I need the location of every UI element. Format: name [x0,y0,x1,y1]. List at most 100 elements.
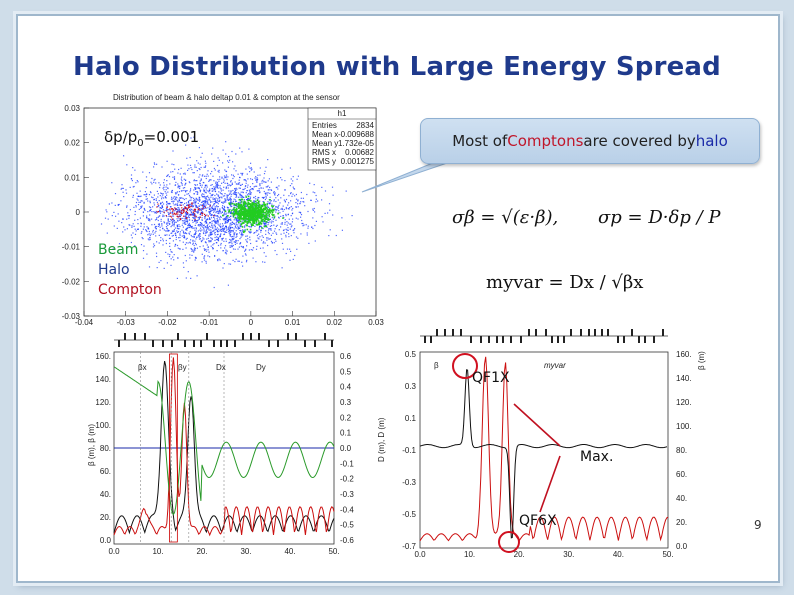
halo-point [182,197,184,200]
halo-point [292,212,294,214]
halo-point [123,226,125,228]
halo-point [208,251,210,253]
halo-point [193,248,195,250]
right-y-tick: 0.3 [405,382,417,391]
halo-point [317,200,319,202]
svg-text:0.00682: 0.00682 [345,148,374,157]
halo-point [209,213,211,215]
halo-point [204,249,206,251]
halo-point [292,229,294,232]
halo-point [100,223,103,225]
halo-point [190,137,192,139]
halo-point [204,197,206,199]
halo-point [239,184,242,186]
halo-point [197,202,199,204]
halo-point [232,177,234,180]
halo-point [296,178,298,180]
halo-point [165,207,168,210]
halo-point [127,215,129,217]
halo-point [193,233,195,236]
halo-point [313,207,315,210]
halo-point [213,204,215,206]
halo-point [215,185,217,187]
halo-point [174,227,176,229]
halo-point [300,212,302,214]
halo-point [218,210,221,212]
halo-point [106,232,108,234]
halo-point [237,226,239,228]
halo-point [220,188,222,190]
halo-point [216,183,219,185]
halo-point [189,242,191,244]
halo-point [225,216,227,219]
beam-point [243,220,246,223]
halo-point [153,199,155,201]
halo-point [181,176,183,178]
halo-point [197,219,199,221]
halo-point [180,213,182,215]
halo-point [162,203,165,205]
halo-point [269,201,271,203]
halo-point [292,180,294,182]
left-y2-tick: 0.6 [340,352,352,361]
beam-point [265,215,267,217]
halo-point [129,209,131,211]
halo-point [267,189,269,191]
svg-text:RMS y: RMS y [312,157,336,166]
halo-point [285,208,287,210]
halo-point [242,172,244,174]
halo-point [147,228,149,230]
halo-point [142,215,144,217]
halo-point [221,211,223,213]
halo-point [291,225,293,227]
halo-point [250,223,252,225]
right-x-tick: 40. [613,550,624,558]
halo-point [193,250,195,252]
halo-point [181,183,183,185]
halo-point [164,196,166,198]
halo-point [169,245,171,247]
halo-point [275,211,277,213]
halo-point [190,239,192,241]
halo-point [183,232,185,234]
beam-point [253,204,255,207]
beam-point [233,213,235,216]
scatter-x-tick: 0.02 [326,318,342,327]
halo-point [111,182,113,184]
halo-point [236,242,238,244]
beam-point [271,209,273,211]
halo-point [198,147,200,149]
halo-point [177,172,179,174]
compton-point [193,208,195,210]
halo-point [237,260,239,262]
right-optics-plot: 0.50.30.1-0.1-0.3-0.5-0.7160.140.120.100… [377,329,706,558]
halo-point [199,222,201,224]
halo-point [269,196,271,198]
halo-point [150,192,152,194]
halo-point [285,206,287,209]
halo-point [167,222,169,224]
halo-point [283,232,285,234]
halo-point [186,227,188,229]
halo-point [225,218,227,220]
max-arrow-down [539,455,561,513]
halo-point [285,213,287,215]
halo-point [227,221,229,223]
halo-point [178,210,180,212]
halo-point [211,233,213,235]
halo-point [223,178,225,180]
compton-point [185,210,187,212]
halo-point [196,199,198,201]
halo-point [135,201,138,204]
left-highlight-box [169,353,178,543]
halo-point [208,211,210,213]
halo-point [163,189,165,191]
halo-point [206,231,208,233]
halo-point [247,197,249,200]
halo-point [168,203,170,205]
halo-point [237,228,239,230]
halo-point [204,166,206,168]
halo-point [151,177,153,180]
halo-point [211,194,213,197]
halo-point [242,265,244,267]
